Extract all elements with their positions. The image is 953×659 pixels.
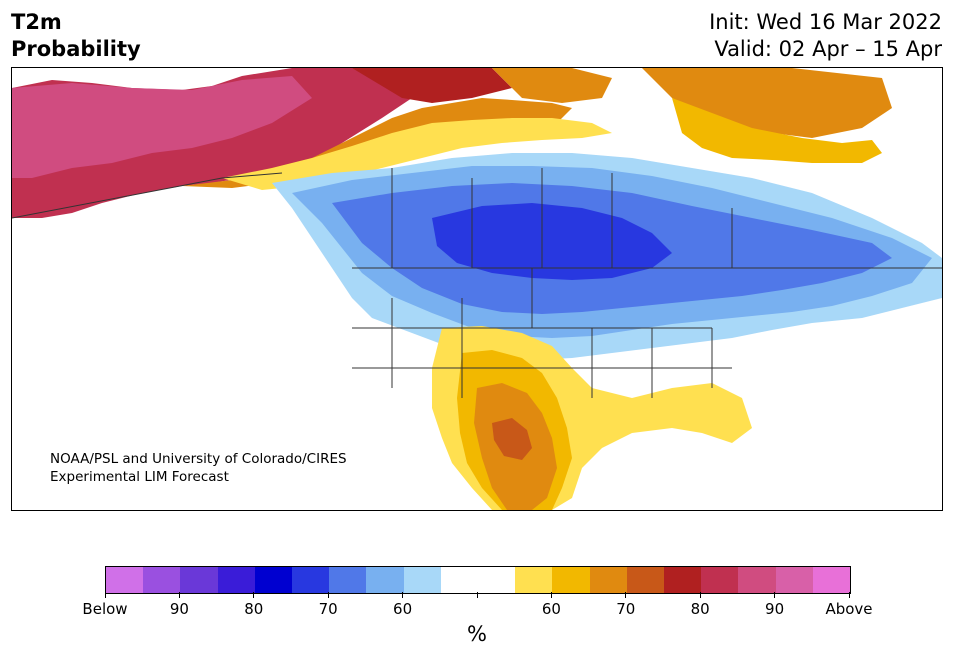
colorbar-tick <box>402 592 404 598</box>
colorbar-segment <box>552 567 590 593</box>
colorbar-tick <box>625 592 627 598</box>
colorbar-segment <box>143 567 181 593</box>
arctic-red <box>352 68 512 103</box>
title-line-variable: T2m <box>11 10 62 34</box>
colorbar-tick-label: 70 <box>616 600 636 618</box>
colorbar-segment <box>701 567 739 593</box>
colorbar <box>105 566 851 594</box>
colorbar-tick-label: Above <box>825 600 873 618</box>
credit-line-institution: NOAA/PSL and University of Colorado/CIRE… <box>50 451 347 467</box>
colorbar-segment <box>366 567 404 593</box>
colorbar-tick-label: 80 <box>690 600 710 618</box>
colorbar-segment <box>589 567 627 593</box>
colorbar-segment <box>106 567 144 593</box>
init-date: Init: Wed 16 Mar 2022 <box>709 10 942 34</box>
colorbar-segment <box>440 567 479 593</box>
colorbar-tick <box>253 592 255 598</box>
arctic-orange <box>492 68 612 103</box>
colorbar-tick-label: 90 <box>169 600 189 618</box>
colorbar-tick-label: 90 <box>765 600 785 618</box>
colorbar-tick <box>476 592 478 598</box>
borders <box>12 168 942 398</box>
colorbar-segment <box>329 567 367 593</box>
colorbar-tick <box>550 592 552 598</box>
title-line-type: Probability <box>11 37 141 61</box>
colorbar-tick-label: 70 <box>318 600 338 618</box>
yukon-yellow <box>222 118 612 190</box>
colorbar-segment <box>738 567 776 593</box>
colorbar-tick <box>774 592 776 598</box>
colorbar-tick-label: 60 <box>393 600 413 618</box>
map-credit: NOAA/PSL and University of Colorado/CIRE… <box>50 450 347 486</box>
colorbar-segment <box>292 567 330 593</box>
colorbar-tick-label: Below <box>82 600 128 618</box>
colorbar-segment <box>254 567 293 593</box>
colorbar-segment <box>217 567 255 593</box>
colorbar-segment <box>812 567 851 593</box>
colorbar-segment <box>626 567 665 593</box>
forecast-map: NOAA/PSL and University of Colorado/CIRE… <box>11 67 943 511</box>
colorbar-tick-label: 80 <box>244 600 264 618</box>
credit-line-product: Experimental LIM Forecast <box>50 469 229 485</box>
colorbar-tick <box>178 592 180 598</box>
nunavut-orange <box>642 68 892 138</box>
colorbar-segment <box>775 567 813 593</box>
colorbar-tick-label: 60 <box>541 600 561 618</box>
map-title: T2m Probability <box>11 9 141 63</box>
colorbar-segment <box>478 567 516 593</box>
forecast-dates: Init: Wed 16 Mar 2022 Valid: 02 Apr – 15… <box>709 9 942 63</box>
colorbar-segment <box>515 567 553 593</box>
colorbar-unit: % <box>467 622 487 646</box>
colorbar-segment <box>403 567 441 593</box>
valid-dates: Valid: 02 Apr – 15 Apr <box>714 37 942 61</box>
colorbar-tick <box>699 592 701 598</box>
nunavut-yellow <box>672 98 882 163</box>
map-canvas <box>12 68 942 510</box>
sw-core-region <box>492 418 532 460</box>
colorbar-tick <box>327 592 329 598</box>
alaska-core <box>12 76 312 178</box>
colorbar-tick <box>848 592 850 598</box>
colorbar-segment <box>180 567 218 593</box>
colorbar-tick <box>104 592 106 598</box>
colorbar-segment <box>664 567 702 593</box>
